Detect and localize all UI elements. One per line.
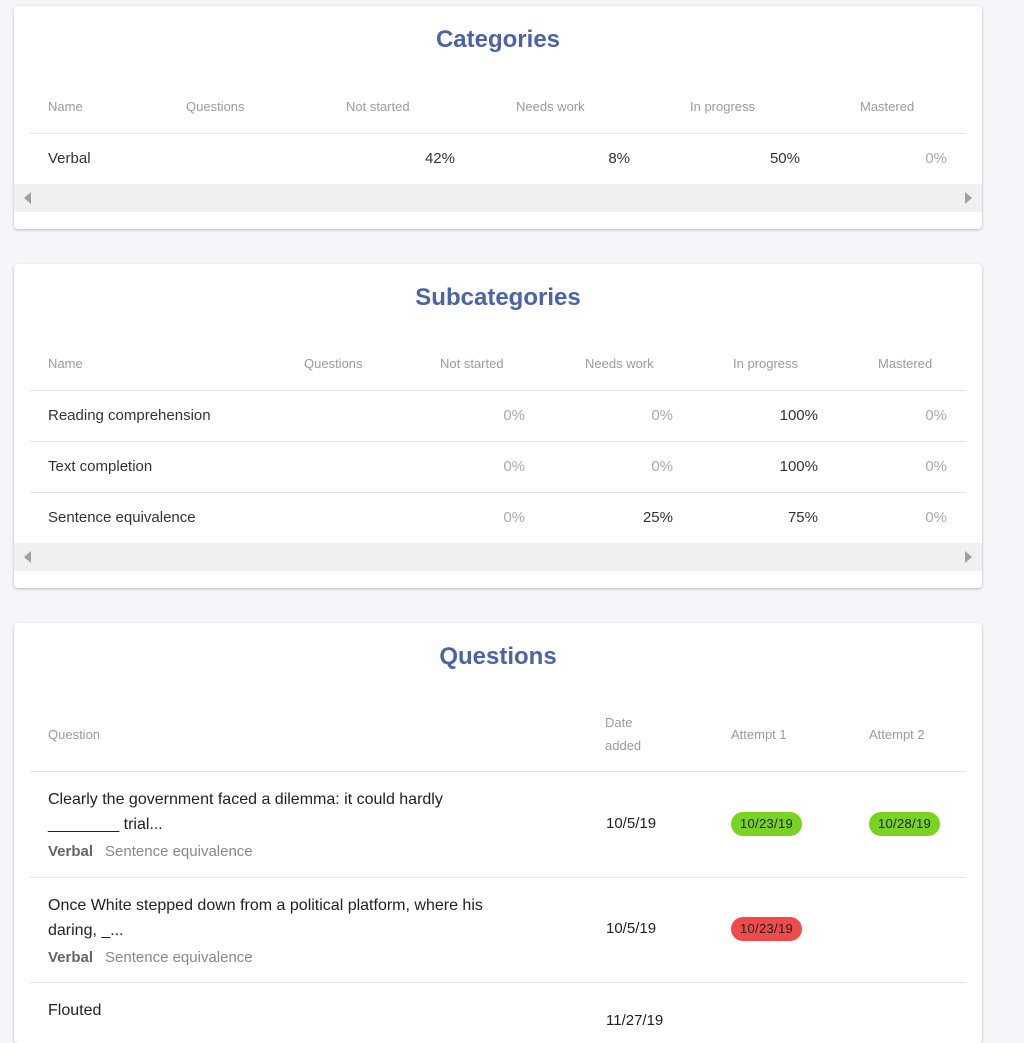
questions-card: Questions Question Date added Attempt 1 … [14,623,982,1043]
question-tags: Verbal Sentence equivalence [48,949,253,966]
category-name: Verbal [48,150,91,167]
question-text[interactable]: Clearly the government faced a dilemma: … [48,787,568,837]
in-progress-value: 75% [787,509,818,526]
header-in-progress[interactable]: In progress [733,356,799,371]
date-added: 10/5/19 [606,815,657,832]
question-text-line: daring, _... [48,922,124,939]
in-progress-value: 100% [779,407,818,424]
question-text[interactable]: Flouted [48,998,568,1023]
subcategories-title: Subcategories [415,284,581,311]
not-started-value: 0% [503,509,525,526]
scroll-left-icon[interactable] [24,551,31,563]
not-started-value: 42% [424,150,455,167]
subcategory-name: Reading comprehension [48,407,211,424]
attempt-1-badge[interactable]: 10/23/19 [731,812,803,836]
header-date-added-line2[interactable]: added [605,738,642,753]
header-not-started[interactable]: Not started [440,356,504,371]
divider [30,441,966,442]
not-started-value: 0% [503,407,525,424]
scroll-right-icon[interactable] [965,551,972,563]
divider [30,771,966,772]
header-question[interactable]: Question [48,727,101,742]
question-text-line: Flouted [48,1002,102,1019]
needs-work-value: 0% [651,407,673,424]
question-text-line: Clearly the government faced a dilemma: … [48,791,443,808]
question-text-line: Once White stepped down from a political… [48,897,483,914]
header-in-progress[interactable]: In progress [690,99,756,114]
subcategory-name: Sentence equivalence [48,509,196,526]
header-mastered[interactable]: Mastered [860,99,915,114]
divider [30,492,966,493]
subcategory-tag[interactable]: Sentence equivalence [105,949,253,966]
needs-work-value: 8% [608,150,630,167]
header-name[interactable]: Name [48,99,83,114]
mastered-value: 0% [925,509,947,526]
category-tag[interactable]: Verbal [48,843,94,860]
mastered-value: 0% [925,407,947,424]
header-attempt-2[interactable]: Attempt 2 [869,727,925,742]
question-text[interactable]: Once White stepped down from a political… [48,893,568,943]
mastered-value: 0% [925,150,947,167]
question-tags: Verbal Sentence equivalence [48,843,253,860]
scroll-left-icon[interactable] [24,192,31,204]
question-text-line: ________ trial... [48,816,163,833]
mastered-value: 0% [925,458,947,475]
attempt-2-badge[interactable]: 10/28/19 [869,812,941,836]
subcategory-name: Text completion [48,458,153,475]
subcategories-card: Subcategories Name Questions Not started… [14,264,982,588]
header-name[interactable]: Name [48,356,83,371]
needs-work-value: 0% [651,458,673,475]
horizontal-scrollbar[interactable] [14,184,982,212]
date-added: 11/27/19 [606,1012,664,1029]
header-not-started[interactable]: Not started [346,99,410,114]
divider [30,390,966,391]
category-tag[interactable]: Verbal [48,949,94,966]
header-mastered[interactable]: Mastered [878,356,933,371]
categories-card: Categories Name Questions Not started Ne… [14,6,982,229]
in-progress-value: 50% [769,150,800,167]
divider [30,133,966,134]
horizontal-scrollbar[interactable] [14,543,982,571]
questions-title: Questions [439,643,557,670]
date-added: 10/5/19 [606,920,657,937]
header-attempt-1[interactable]: Attempt 1 [731,727,787,742]
header-needs-work[interactable]: Needs work [585,356,654,371]
categories-title: Categories [435,26,561,53]
attempt-1-badge[interactable]: 10/23/19 [731,917,803,941]
divider [30,877,966,878]
needs-work-value: 25% [642,509,673,526]
subcategory-tag[interactable]: Sentence equivalence [105,843,253,860]
divider [30,982,966,983]
not-started-value: 0% [503,458,525,475]
header-date-added-line1[interactable]: Date [605,715,633,730]
header-questions[interactable]: Questions [304,356,363,371]
header-questions[interactable]: Questions [186,99,245,114]
header-needs-work[interactable]: Needs work [516,99,585,114]
in-progress-value: 100% [779,458,818,475]
scroll-right-icon[interactable] [965,192,972,204]
